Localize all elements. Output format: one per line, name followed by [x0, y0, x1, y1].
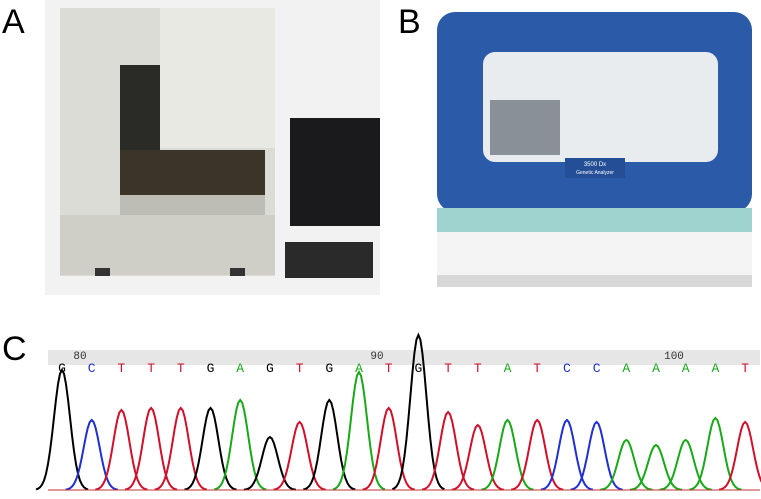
base-call: T	[444, 361, 452, 376]
peak	[184, 406, 237, 491]
peak	[629, 443, 683, 491]
base-call: T	[296, 361, 304, 376]
peak	[332, 369, 386, 491]
base-call: A	[652, 361, 660, 376]
peak	[213, 398, 267, 491]
screen-text: 3500 Dx	[584, 162, 606, 168]
peak	[570, 420, 623, 491]
photo-b	[437, 12, 752, 287]
peak	[154, 406, 208, 491]
panel-label: A	[2, 3, 25, 41]
base-call: A	[622, 361, 630, 376]
ruler-strip	[48, 350, 760, 365]
trace	[35, 332, 761, 491]
peak	[391, 332, 445, 491]
peak	[35, 367, 89, 491]
peak	[421, 410, 475, 491]
base-call: T	[474, 361, 482, 376]
base-call: T	[533, 361, 541, 376]
peak	[659, 438, 712, 491]
ruler-label: 80	[73, 351, 86, 363]
peak	[540, 418, 594, 491]
photo-a	[45, 0, 380, 295]
base-call: C	[88, 361, 96, 376]
base-call: A	[236, 361, 244, 376]
base-call: A	[682, 361, 690, 376]
peak	[718, 420, 761, 491]
base-call: A	[504, 361, 512, 376]
peak	[65, 418, 118, 491]
base-call: T	[147, 361, 155, 376]
peak	[451, 423, 504, 491]
base-call: T	[117, 361, 125, 376]
base-call: G	[266, 361, 274, 376]
base-call: C	[563, 361, 571, 376]
peak	[481, 418, 534, 491]
panel-label: B	[398, 3, 421, 41]
base-call: C	[593, 361, 601, 376]
screen-text: Genetic Analyzer	[576, 170, 614, 176]
panel-label: C	[2, 330, 27, 368]
ruler-label: 100	[664, 351, 684, 363]
peak	[600, 438, 653, 491]
base-call: T	[385, 361, 393, 376]
base-call: G	[414, 361, 422, 376]
base-call: T	[177, 361, 185, 376]
peak	[95, 408, 148, 491]
base-call: T	[741, 361, 749, 376]
peak	[362, 406, 415, 491]
ruler-label: 90	[370, 351, 383, 363]
base-call: A	[711, 361, 719, 376]
peak	[273, 420, 326, 491]
base-call: G	[207, 361, 215, 376]
peak	[689, 416, 742, 491]
base-call: G	[325, 361, 333, 376]
base-call: G	[58, 361, 66, 376]
peak	[243, 435, 297, 491]
peak	[511, 418, 564, 491]
base-call: A	[355, 361, 363, 376]
peak	[303, 398, 356, 491]
peak	[124, 406, 178, 491]
